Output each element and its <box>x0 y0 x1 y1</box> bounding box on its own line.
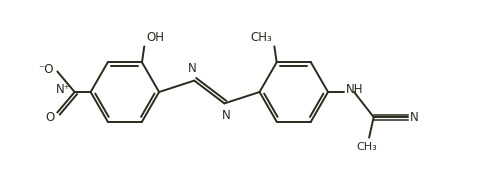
Text: N: N <box>410 111 419 124</box>
Text: CH₃: CH₃ <box>250 31 272 44</box>
Text: N⁺: N⁺ <box>56 83 71 96</box>
Text: CH₃: CH₃ <box>357 142 377 152</box>
Text: NH: NH <box>346 83 364 96</box>
Text: ⁻O: ⁻O <box>38 63 54 76</box>
Text: OH: OH <box>147 31 164 44</box>
Text: N: N <box>222 109 231 122</box>
Text: N: N <box>187 62 196 75</box>
Text: O: O <box>46 111 55 124</box>
